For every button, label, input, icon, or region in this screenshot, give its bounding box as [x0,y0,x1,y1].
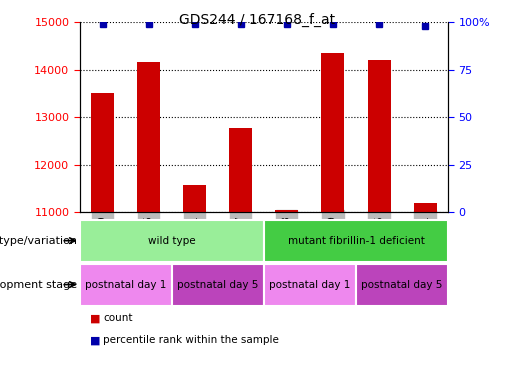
Text: postnatal day 5: postnatal day 5 [177,280,259,290]
Text: ■: ■ [90,335,100,346]
Text: postnatal day 5: postnatal day 5 [362,280,443,290]
Text: percentile rank within the sample: percentile rank within the sample [103,335,279,346]
Text: postnatal day 1: postnatal day 1 [85,280,166,290]
Text: GDS244 / 167168_f_at: GDS244 / 167168_f_at [179,13,336,27]
Bar [264,220,448,262]
Bar [276,210,299,212]
Bar [414,203,437,212]
Bar [80,220,264,262]
Text: development stage: development stage [0,280,77,290]
Text: wild type: wild type [148,236,196,246]
Bar [172,264,264,306]
Text: count: count [103,313,132,324]
Bar [80,264,172,306]
Bar [183,185,207,212]
Text: genotype/variation: genotype/variation [0,236,77,246]
Text: ■: ■ [90,313,100,324]
Bar [229,128,252,212]
Text: postnatal day 1: postnatal day 1 [269,280,351,290]
Bar [321,53,345,212]
Bar [91,93,114,212]
Bar [368,60,390,212]
Bar [356,264,448,306]
Text: mutant fibrillin-1 deficient: mutant fibrillin-1 deficient [287,236,424,246]
Bar [138,63,160,212]
Bar [264,264,356,306]
